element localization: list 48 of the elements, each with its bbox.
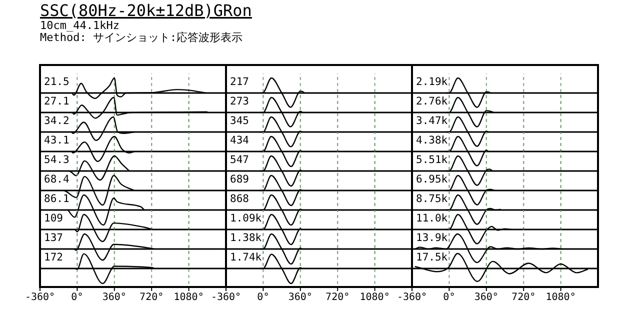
series-label: 1.38k: [230, 232, 262, 244]
series-label: 27.1: [44, 96, 70, 108]
chart-title: SSC(80Hz-20k±12dB)GRon: [40, 1, 252, 20]
series-label: 6.95k: [416, 174, 448, 186]
series-label: 689: [230, 174, 249, 186]
series-label: 2.76k: [416, 96, 448, 108]
x-tick-label: 0°: [71, 292, 84, 303]
series-label: 13.9k: [416, 232, 448, 244]
series-label: 5.51k: [416, 154, 448, 166]
series-label: 2.19k: [416, 76, 448, 88]
text: Method: サインショット:応答波形表示: [40, 31, 243, 44]
series-label: 4.38k: [416, 134, 448, 146]
series-label: 43.1: [44, 134, 70, 146]
x-tick-label: 0°: [443, 292, 456, 303]
series-label: 11.0k: [416, 212, 448, 224]
x-tick-label: 1080°: [546, 292, 576, 303]
series-label: 217: [230, 76, 249, 88]
x-tick-label: 360°: [474, 292, 498, 303]
series-label: 34.2: [44, 115, 70, 127]
series-label: 273: [230, 96, 249, 108]
series-label: 54.3: [44, 154, 70, 166]
x-tick-label: 720°: [512, 292, 536, 303]
series-label: 345: [230, 115, 249, 127]
series-label: 68.4: [44, 174, 70, 186]
x-tick-label: 0°: [257, 292, 270, 303]
series-label: 3.47k: [416, 115, 448, 127]
series-label: 86.1: [44, 193, 70, 205]
series-label: 1.09k: [230, 212, 262, 224]
series-label: 109: [44, 212, 63, 224]
x-tick-label: -360°: [210, 292, 242, 303]
series-label: 434: [230, 134, 249, 146]
chart-subtitle: 10cm_44.1kHz: [40, 19, 120, 32]
series-label: 1.74k: [230, 252, 262, 264]
series-label: 17.5k: [416, 252, 448, 264]
x-tick-label: -360°: [396, 292, 428, 303]
x-tick-label: -360°: [24, 292, 56, 303]
series-label: 137: [44, 232, 63, 244]
x-tick-label: 360°: [288, 292, 312, 303]
series-label: 172: [44, 252, 63, 264]
series-label: 21.5: [44, 76, 70, 88]
series-label: 547: [230, 154, 249, 166]
x-tick-label: 720°: [326, 292, 350, 303]
x-tick-label: 720°: [140, 292, 164, 303]
x-tick-label: 1080°: [360, 292, 390, 303]
series-label: 8.75k: [416, 193, 448, 205]
series-label: 868: [230, 193, 249, 205]
x-tick-label: 1080°: [174, 292, 204, 303]
x-tick-label: 360°: [102, 292, 126, 303]
